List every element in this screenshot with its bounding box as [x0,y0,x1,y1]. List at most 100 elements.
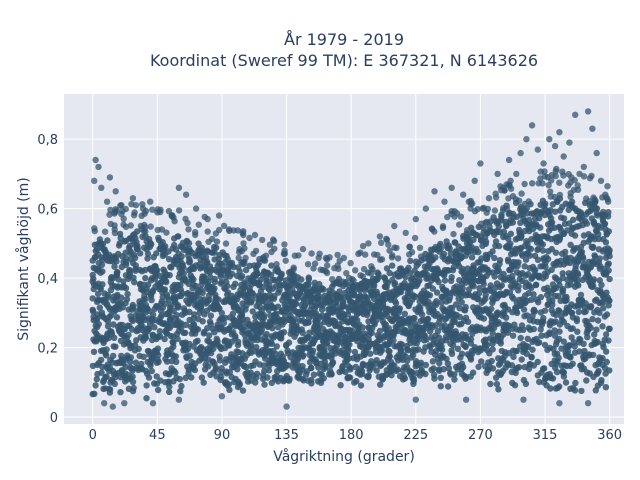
data-point-outlier [273,261,280,268]
data-point [429,306,437,313]
data-point [353,378,360,385]
data-point-outlier [485,195,493,202]
data-point [373,357,380,364]
data-point [260,362,268,369]
data-point [510,295,517,302]
data-point [367,350,374,357]
data-point [478,358,485,365]
data-point [532,266,539,274]
data-point [96,304,104,311]
data-point [249,308,256,315]
data-point [358,367,366,375]
data-point [437,374,444,381]
data-point [444,258,452,265]
data-point-outlier [355,250,362,257]
data-point [603,348,610,355]
data-point [448,274,455,281]
data-point [386,353,393,360]
data-point [480,315,488,322]
data-point [451,371,458,378]
data-point-outlier [566,139,573,146]
data-point [495,386,502,393]
data-point [102,350,109,357]
data-point [475,248,482,256]
y-tick-label: 0,4 [37,272,58,287]
data-point-outlier [204,215,211,223]
data-point [322,362,329,369]
data-point [376,327,384,335]
data-point [352,267,359,274]
data-point [89,295,96,302]
data-point [309,350,316,357]
data-point [552,208,559,215]
data-point [583,220,591,227]
data-point-outlier [168,212,175,219]
data-point [440,250,448,258]
data-point [299,245,307,253]
data-point [530,291,537,298]
data-point [211,329,218,336]
data-point [595,231,602,238]
data-point [498,282,505,289]
data-point [453,210,461,217]
data-point [323,269,331,277]
data-point [111,380,119,388]
data-point [454,345,462,352]
data-point [144,255,151,262]
data-point [164,293,171,301]
data-point [595,367,602,375]
data-point [250,292,258,299]
data-point [405,264,412,271]
data-point [591,331,598,338]
data-point [194,326,202,333]
data-point [489,365,497,372]
data-point-outlier [118,202,125,209]
data-point-outlier [500,184,507,191]
data-point [553,368,561,376]
data-point [451,239,458,246]
data-point [378,239,385,246]
data-point [162,277,169,284]
data-point [434,328,442,335]
data-point [166,272,173,279]
data-point [308,364,315,372]
data-point-outlier [391,222,398,230]
data-point [115,242,123,249]
data-point [218,309,225,317]
data-point [568,174,575,181]
data-point [480,280,487,288]
data-point [368,329,375,337]
data-point [154,226,161,234]
data-point [94,315,101,322]
data-point [236,268,243,275]
data-point [239,387,247,394]
data-point [513,309,521,317]
data-point [472,231,479,238]
data-point [539,241,547,248]
data-point [166,383,173,390]
data-point-outlier [505,156,513,164]
data-point-outlier [240,240,247,247]
data-point [397,346,405,353]
data-point [204,228,211,235]
data-point [199,289,206,297]
data-point [217,373,225,381]
data-point [495,223,502,230]
data-point [131,279,138,286]
y-axis-title: Signifikant våghöjd (m) [15,177,32,340]
data-point [500,270,507,278]
data-point-outlier [316,250,323,257]
data-point [518,233,525,240]
x-tick-label: 180 [339,428,364,443]
data-point [464,318,472,325]
data-point [106,389,114,396]
data-point [240,231,247,239]
data-point [273,343,280,350]
data-point [435,278,442,286]
data-point [553,165,560,173]
data-point [234,227,241,234]
data-point [186,258,194,265]
data-point [98,369,105,376]
chart-title-line1: År 1979 - 2019 [284,30,404,49]
data-point-outlier [215,212,223,219]
